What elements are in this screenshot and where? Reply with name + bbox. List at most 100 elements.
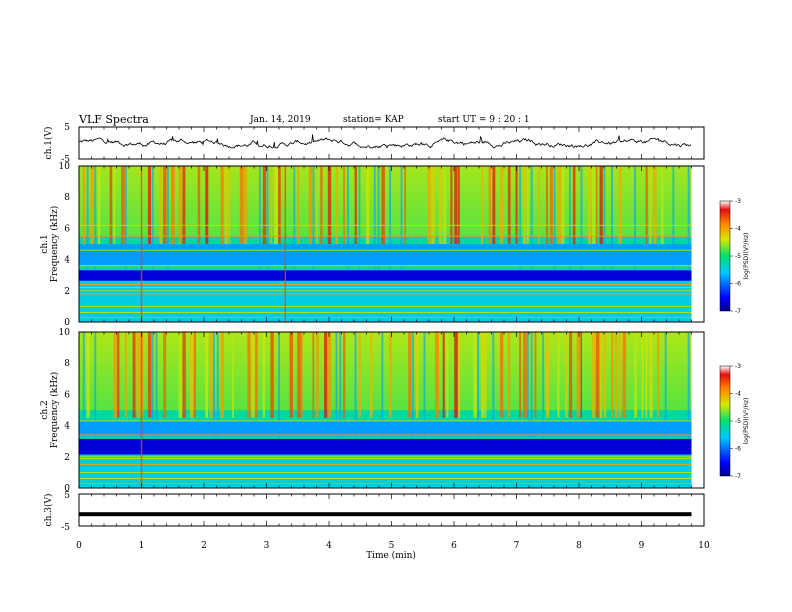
- colorbar-tick-label: -5: [735, 253, 741, 260]
- spectrogram-band: [79, 469, 692, 473]
- spectrogram-column: [576, 332, 581, 418]
- spectrogram-column: [435, 332, 439, 418]
- ch1-waveform-ylabel: ch.1(V): [43, 127, 54, 160]
- spectrogram-column: [446, 332, 449, 418]
- spectrogram-band: [79, 376, 692, 380]
- spectrogram-band: [79, 394, 692, 398]
- spectrogram-band: [79, 184, 692, 188]
- ch1-colorbar-label: log(PSD)(V²/Hz): [743, 233, 750, 280]
- spectrogram-band: [79, 378, 692, 382]
- frequency-tick-label: 6: [64, 224, 70, 234]
- spectrogram-band: [79, 267, 692, 271]
- spectrogram-band: [79, 272, 692, 276]
- spectrogram-column: [431, 166, 435, 244]
- spectrogram-column: [312, 332, 315, 418]
- spectrogram-band: [79, 179, 692, 182]
- spectrogram-column: [572, 166, 576, 244]
- spectrogram-column: [266, 166, 269, 269]
- spectrogram-band: [79, 428, 692, 432]
- spectrogram-column: [213, 332, 215, 439]
- time-tick-label: 5: [389, 541, 395, 551]
- ch3-ytick-top: 5: [64, 491, 70, 501]
- spectrogram-column: [557, 332, 560, 418]
- spectrogram-column: [542, 332, 545, 439]
- spectrogram-column: [82, 332, 85, 439]
- spectrogram-band: [79, 462, 692, 465]
- spectrogram-band: [79, 482, 692, 486]
- ch2-spectrogram-channel-label: ch.2: [40, 400, 50, 419]
- ch1-colorbar: -3 -4 -5 -6 -7 log(PSD)(V²/Hz): [719, 198, 750, 315]
- spectrogram-column: [124, 166, 127, 269]
- spectrogram-column: [553, 166, 556, 269]
- spectrogram-column: [255, 332, 258, 418]
- ch1-spectrogram-panel: 0 2 4 6 8 10 ch.1 Frequency (kHz): [40, 162, 705, 328]
- spectrogram-band: [79, 212, 692, 216]
- spectrogram-column: [427, 166, 431, 244]
- spectrogram-band: [79, 285, 692, 289]
- time-tick-label: 2: [201, 541, 207, 551]
- ch2-spectrogram-ticks: [78, 332, 705, 488]
- spectrogram-column: [163, 166, 167, 244]
- spectrogram-column: [454, 166, 458, 244]
- spectrogram-column: [599, 166, 603, 244]
- spectrogram-column: [274, 166, 278, 244]
- time-tick-label: 6: [451, 541, 457, 551]
- date-label: Jan. 14, 2019: [249, 115, 311, 125]
- spectrogram-column: [224, 166, 228, 244]
- spectrogram-band: [79, 314, 692, 318]
- spectrogram-column: [603, 166, 606, 269]
- spectrogram-band: [79, 449, 692, 452]
- spectrogram-column: [178, 166, 182, 244]
- spectrogram-column: [523, 166, 527, 244]
- spectrogram-column: [592, 332, 595, 418]
- spectrogram-band: [79, 475, 692, 478]
- spectrogram-band: [79, 381, 692, 385]
- spectrogram-band: [79, 207, 692, 211]
- spectrogram-band: [79, 365, 692, 369]
- spectrogram-band: [79, 386, 692, 390]
- spectrogram-band: [79, 309, 692, 312]
- frequency-tick-label: 6: [64, 390, 70, 400]
- start-time-label: start UT = 9 : 20 : 1: [438, 115, 530, 125]
- spectrogram-band: [79, 202, 692, 206]
- spectrogram-column: [484, 332, 487, 418]
- spectrogram-band: [79, 246, 692, 250]
- spectrogram-band: [79, 293, 692, 297]
- spectrogram-column: [412, 332, 414, 439]
- frequency-tick-label: 2: [64, 287, 70, 297]
- spectrogram-column: [687, 166, 690, 269]
- spectrogram-band: [79, 241, 692, 245]
- spectrogram-column: [190, 332, 193, 418]
- spectrogram-band: [79, 368, 692, 372]
- spectrogram-column: [588, 166, 591, 244]
- spectrogram-band: [79, 352, 692, 356]
- spectrogram-column: [205, 166, 209, 244]
- spectrogram-column: [634, 332, 638, 418]
- time-tick-label: 8: [576, 541, 582, 551]
- spectrogram-column: [182, 332, 186, 418]
- spectrogram-column: [481, 166, 484, 244]
- spectrogram-column: [515, 166, 518, 244]
- spectrogram-column: [366, 166, 370, 244]
- spectrogram-column: [358, 166, 361, 269]
- spectrogram-column: [565, 332, 568, 418]
- ch2-spectrogram-yticks: 0 2 4 6 8 10: [59, 328, 71, 494]
- colorbar-tick-label: -3: [735, 198, 741, 205]
- spectrogram-column: [262, 166, 267, 244]
- colorbar-tick-label: -7: [735, 308, 741, 315]
- spectrogram-column: [262, 332, 265, 418]
- spectrogram-column: [82, 166, 86, 244]
- spectrogram-column: [136, 332, 141, 418]
- spectrogram-column: [193, 332, 196, 418]
- spectrogram-band: [79, 472, 692, 476]
- spectrogram-column: [526, 332, 529, 439]
- spectrogram-band: [79, 215, 692, 219]
- spectrogram-band: [79, 397, 692, 400]
- spectrogram-band: [79, 467, 692, 471]
- spectrogram-column: [320, 166, 323, 244]
- spectrogram-band: [79, 275, 692, 279]
- spectrogram-column: [243, 166, 248, 244]
- spectrogram-column: [316, 166, 318, 244]
- spectrogram-column: [251, 332, 255, 418]
- ch3-waveform-series: [79, 512, 692, 517]
